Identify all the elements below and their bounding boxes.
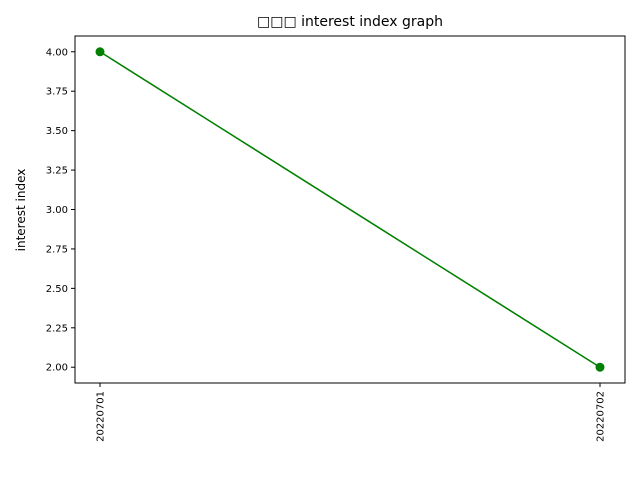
x-axis: 20220701 20220702 (96, 383, 607, 442)
y-tick-label: 2.75 (46, 244, 68, 255)
y-tick-label: 3.50 (46, 126, 68, 137)
series-layer (95, 47, 605, 372)
y-tick-label: 3.00 (46, 205, 68, 216)
y-axis-title: interest index (14, 169, 28, 252)
y-axis: 2.00 2.25 2.50 2.75 3.00 3.25 3.50 3.75 4.00 (46, 47, 75, 374)
series-line (99, 51, 601, 368)
y-tick-label: 3.75 (46, 87, 68, 98)
y-tick-label: 4.00 (46, 47, 68, 58)
chart-title: □□□ interest index graph (257, 14, 443, 30)
y-tick-label: 2.50 (46, 284, 68, 295)
data-point (595, 362, 605, 372)
y-tick-label: 2.00 (46, 363, 68, 374)
y-tick-label: 2.25 (46, 323, 68, 334)
x-tick-label: 20220701 (96, 391, 107, 442)
data-point (95, 47, 105, 57)
y-tick-label: 3.25 (46, 166, 68, 177)
x-tick-label: 20220702 (596, 391, 607, 442)
